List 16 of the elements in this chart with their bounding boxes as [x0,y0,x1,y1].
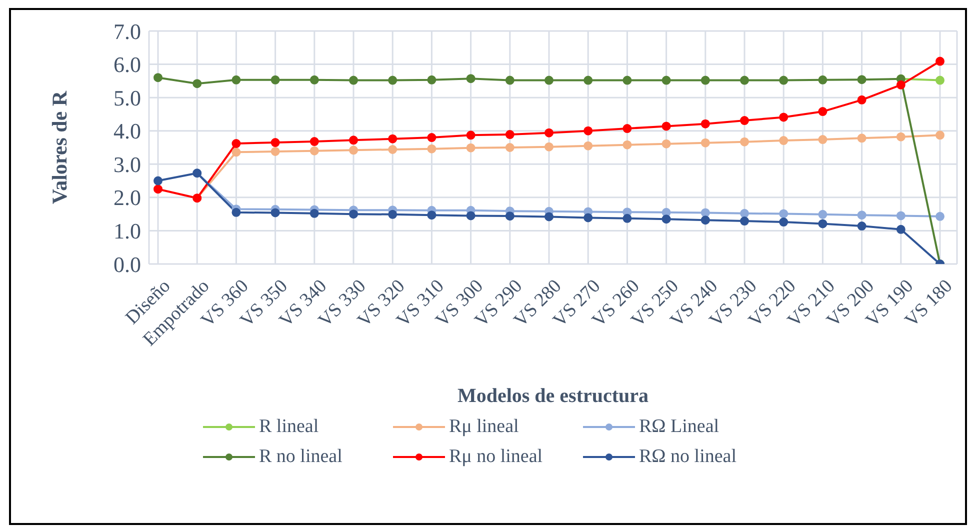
y-tick-label: 2.0 [114,185,141,210]
y-axis-title: Valores de R [47,90,72,204]
legend-label: RΩ Lineal [639,416,720,438]
y-tick-label: 4.0 [114,118,141,144]
legend-label: R lineal [259,416,319,438]
y-tick-label: 7.0 [114,18,141,44]
y-tick-label: 0.0 [114,252,141,277]
legend-label: Rμ lineal [449,416,519,438]
y-tick-label: 3.0 [114,152,141,177]
y-tick-label: 6.0 [114,52,141,78]
legend-label: R no lineal [259,446,342,468]
legend-label: RΩ no lineal [639,446,736,468]
legend-label: Rμ no lineal [449,446,543,468]
y-tick-label: 1.0 [114,218,141,244]
y-tick-label: 5.0 [114,85,141,110]
x-axis-title: Modelos de estructura [457,385,649,407]
